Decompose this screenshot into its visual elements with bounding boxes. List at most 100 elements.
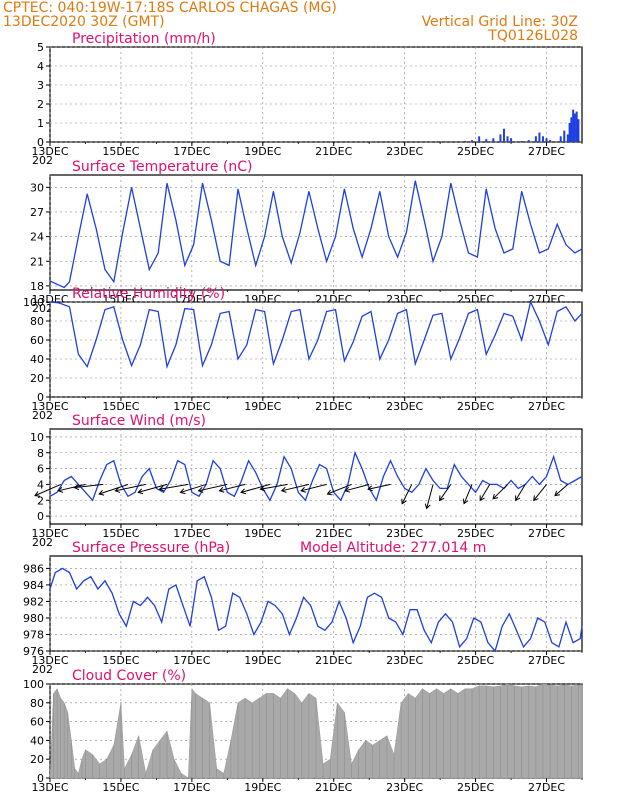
wind-point [539,484,540,485]
precip-bar [485,139,488,142]
temp-point [361,256,363,258]
header-run-id: TQ0126L028 [487,28,578,44]
wind-vector [115,483,146,492]
wind-vector-head [158,485,165,492]
rh-point [468,313,469,314]
wind-point [127,495,129,497]
pres-point [182,605,184,606]
wind-vector [367,483,391,490]
pres-ytick-label: 976 [23,645,44,658]
cloud-xtick-label: 23DEC [386,781,423,794]
pres-panel: 976 978 980 982 984 986 13DEC 15DEC 17DEC 19DEC 21… [23,540,583,676]
rh-ytick-label: 40 [30,353,44,366]
wind-point [106,464,108,466]
temp-point [503,252,505,254]
rh-point [361,315,363,317]
precip-bar [534,136,537,142]
wind-point [156,487,157,489]
wind-vector [159,483,189,490]
pres-point [416,609,418,611]
temp-point [397,256,398,258]
wind-point [319,464,320,466]
precip-bar [570,117,573,142]
rh-point [335,309,336,310]
rh-point [352,341,354,343]
temp-point [485,188,487,190]
pres-point [140,605,141,606]
temp-point [388,236,390,238]
wind-point [461,476,462,477]
pres-point [253,634,255,635]
pres-point [54,572,56,573]
rh-panel: 0 20 40 60 80 100 13DEC 15DEC 17DEC 19DEC 21DEC 23D… [23,286,583,422]
cloud-xtick-label: 25DEC [457,781,494,794]
pres-point [324,629,326,631]
temp-ytick-label: 21 [30,255,44,268]
pres-point [515,629,517,631]
rh-point [219,313,221,314]
temp-point [56,283,58,285]
pres-point [473,617,475,619]
rh-point [148,309,150,310]
pres-point [480,621,482,623]
pres-point [196,580,198,582]
wind-point [347,484,349,485]
rh-point [237,358,239,360]
wind-vector [281,483,310,492]
pres-point [558,646,560,648]
rh-xtick-label: 17DEC [173,400,210,413]
temp-point [86,193,88,195]
temp-ytick-label: 30 [30,181,44,194]
wind-vector-head [114,487,121,493]
wind-point [219,468,221,469]
pres-point [132,601,134,602]
temp-point [326,260,328,262]
temp-point [157,252,159,254]
pres-point [161,621,163,623]
wind-vector-head [73,484,80,491]
temp-series-line [49,180,583,289]
wind-point [297,491,299,493]
pres-point [210,596,212,598]
wind-vector-head [515,495,521,502]
pres-point [246,613,248,615]
wind-vector [492,484,508,500]
wind-vector-head [424,503,431,510]
temp-point [193,244,195,246]
wind-vector-head [179,488,186,495]
wind-point [468,484,469,485]
rh-point [521,339,523,341]
wind-vector-head [197,487,204,493]
wind-vector-head [280,486,287,493]
pres-point [409,609,411,611]
temp-point [202,182,203,184]
temp-point [335,236,336,238]
temp-point [63,287,65,288]
rh-point [476,309,478,310]
wind-point [354,452,356,454]
rh-point [122,339,124,341]
precip-ytick-label: 1 [37,117,44,130]
wind-point [120,484,122,485]
temp-title: Surface Temperature (nC) [72,159,253,175]
rh-point [228,311,230,312]
rh-title: Relative Humidity (%) [72,286,225,302]
cloud-ytick-label: 40 [30,734,44,747]
rh-point [317,339,319,341]
cloud-xtick-label: 27DEC [528,781,565,794]
wind-point [553,456,555,458]
temp-point [104,269,106,270]
pres-point [147,596,148,598]
pres-point [232,592,234,594]
precip-bar [549,140,552,142]
wind-point [70,476,72,477]
rh-point [556,311,558,312]
header-line1: CPTEC: 040:19W-17:18S CARLOS CHAGAS (MG) [3,0,337,16]
wind-point [439,487,441,489]
wind-vector-head [462,498,469,505]
temp-point [273,191,274,192]
rh-xtick-label: 13DEC [31,400,68,413]
wind-vector [533,484,547,501]
pres-point [62,567,63,569]
